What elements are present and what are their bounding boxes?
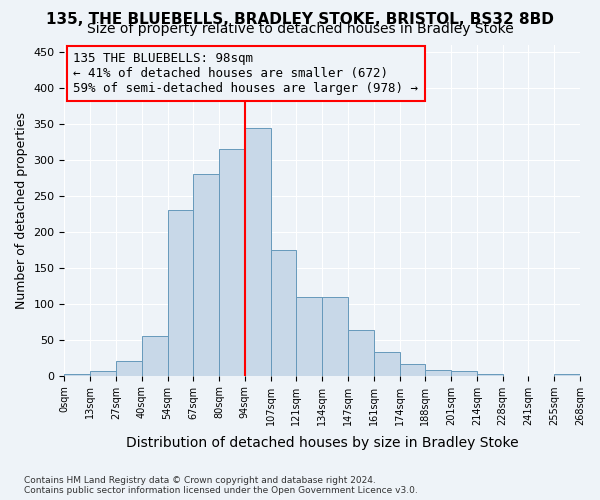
Bar [116, 362, 142, 376]
Bar [142, 336, 167, 376]
Bar [400, 364, 425, 376]
Bar [167, 210, 193, 376]
Text: 135, THE BLUEBELLS, BRADLEY STOKE, BRISTOL, BS32 8BD: 135, THE BLUEBELLS, BRADLEY STOKE, BRIST… [46, 12, 554, 28]
Bar [322, 296, 348, 376]
Bar [451, 372, 477, 376]
Bar [64, 374, 90, 376]
Text: 135 THE BLUEBELLS: 98sqm
← 41% of detached houses are smaller (672)
59% of semi-: 135 THE BLUEBELLS: 98sqm ← 41% of detach… [73, 52, 418, 95]
Bar [554, 374, 580, 376]
Bar [477, 374, 503, 376]
Bar [425, 370, 451, 376]
X-axis label: Distribution of detached houses by size in Bradley Stoke: Distribution of detached houses by size … [126, 436, 518, 450]
Bar [219, 149, 245, 376]
Bar [374, 352, 400, 376]
Bar [348, 330, 374, 376]
Y-axis label: Number of detached properties: Number of detached properties [15, 112, 28, 309]
Bar [271, 250, 296, 376]
Text: Contains HM Land Registry data © Crown copyright and database right 2024.
Contai: Contains HM Land Registry data © Crown c… [24, 476, 418, 495]
Bar [296, 296, 322, 376]
Bar [193, 174, 219, 376]
Bar [90, 372, 116, 376]
Bar [245, 128, 271, 376]
Text: Size of property relative to detached houses in Bradley Stoke: Size of property relative to detached ho… [86, 22, 514, 36]
